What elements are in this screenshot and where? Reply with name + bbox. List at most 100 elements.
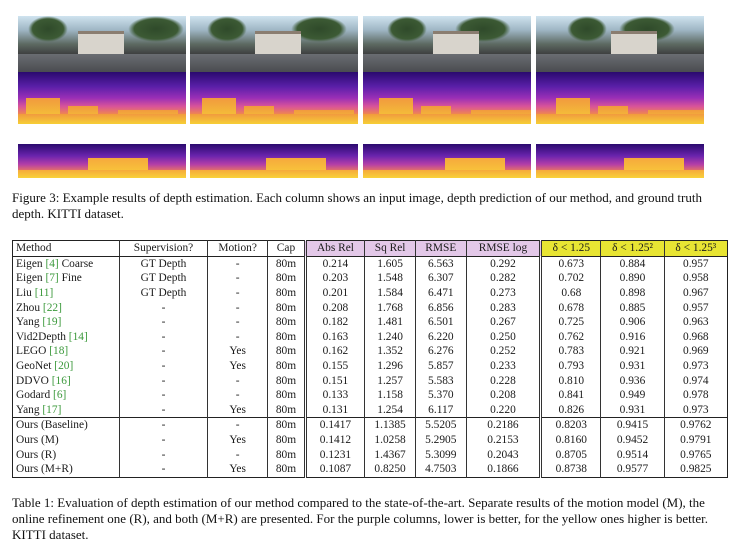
delta-2-cell: 0.9514: [600, 447, 665, 462]
ground-truth-depth: [18, 144, 186, 178]
method-name: Yang: [16, 403, 40, 416]
supervision-cell: -: [119, 358, 208, 374]
rmse-log-cell: 0.2186: [466, 417, 543, 433]
delta-3-cell: 0.9762: [664, 417, 728, 433]
delta-1-cell: 0.8705: [540, 447, 602, 462]
motion-cell: Yes: [207, 432, 269, 448]
abs-rel-cell: 0.1412: [305, 432, 366, 448]
method-cell: LEGO [18]: [12, 344, 120, 359]
rmse-cell: 5.5205: [415, 417, 467, 433]
method-cell: Ours (R): [12, 447, 120, 462]
method-name: DDVO: [16, 374, 49, 387]
delta-3-cell: 0.973: [683, 360, 709, 373]
delta-3-cell: 0.9791: [680, 434, 712, 447]
method-name: Yang: [16, 316, 40, 329]
rmse-cell: 6.307: [415, 271, 467, 286]
table-row: Zhou [22] - -80m 0.208 1.768 6.856 0.283 0.678 0…: [12, 300, 728, 315]
rmse-cell: 4.7503: [415, 461, 467, 477]
method-cell: Liu [11]: [12, 285, 120, 301]
abs-rel-cell: 0.151: [305, 373, 366, 388]
method-cell: DDVO [16]: [12, 373, 120, 388]
input-image: [536, 16, 704, 72]
rmse-cell: 6.276: [415, 344, 467, 359]
rmse-cell: 5.3099: [415, 447, 467, 462]
supervision-cell: -: [119, 432, 208, 448]
delta-2-cell: 0.931: [600, 402, 665, 418]
abs-rel-cell: 0.162: [305, 344, 366, 359]
rmse-cell: 5.2905: [415, 432, 467, 448]
cap-cell: 80m: [267, 271, 307, 286]
table-row: GeoNet [20] - Yes 80m 0.155 1.296 5.857 0.233 0.…: [12, 358, 728, 374]
method-cell: Eigen [7] Fine: [12, 271, 120, 286]
cap-cell: 80m: [267, 358, 307, 374]
header-cap: Cap: [267, 240, 307, 257]
table-row: Eigen [4] Coarse GT Depth -80m 0.214 1.605 6.…: [12, 256, 728, 272]
cap-cell: 80m: [267, 344, 307, 359]
table-row: LEGO [18] - Yes 80m 0.162 1.352 6.276 0.252 0.78…: [12, 344, 728, 359]
citation: [6]: [53, 389, 67, 402]
cap-cell: 80m: [267, 417, 307, 433]
method-name: Vid2Depth: [16, 330, 66, 343]
delta-1-cell: 0.8160: [540, 432, 602, 448]
method-variant: Coarse: [58, 257, 94, 270]
table-caption: Table 1: Evaluation of depth estimation …: [12, 495, 728, 543]
header-rmse-log: RMSE log: [466, 240, 543, 257]
method-cell: Yang [17]: [12, 402, 120, 418]
delta-1-cell: 0.810: [540, 373, 602, 388]
method-name: Ours (M): [16, 434, 59, 447]
delta-2-cell: 0.9577: [600, 461, 665, 477]
header-rmse: RMSE: [415, 240, 467, 257]
motion-cell: Yes: [207, 344, 269, 359]
method-cell: Yang [19]: [12, 314, 120, 330]
rmse-log-cell: 0.252: [466, 344, 543, 359]
delta-2-cell: 0.898: [600, 285, 665, 301]
table-row: Yang [19] - -80m 0.182 1.481 6.501 0.267 0.725 0…: [12, 314, 728, 330]
ground-truth-depth: [536, 144, 704, 178]
cap-cell: 80m: [267, 432, 307, 448]
header-sq-rel: Sq Rel: [364, 240, 416, 257]
delta-3-cell: 0.973: [683, 403, 709, 416]
motion-cell: -: [207, 417, 269, 433]
citation: [18]: [49, 345, 69, 358]
sq-rel-cell: 1.0258: [364, 432, 416, 448]
supervision-cell: -: [119, 447, 208, 462]
method-variant: Fine: [58, 272, 82, 285]
method-name: GeoNet: [16, 360, 52, 373]
ground-truth-depth: [363, 144, 531, 178]
rmse-log-cell: 0.292: [466, 256, 543, 272]
header-supervision: Supervision?: [119, 240, 208, 257]
input-image: [18, 16, 186, 72]
delta-1-cell: 0.68: [540, 285, 602, 301]
cap-cell: 80m: [267, 256, 307, 272]
supervision-cell: -: [119, 329, 208, 345]
cap-cell: 80m: [267, 329, 307, 345]
supervision-cell: -: [119, 402, 208, 418]
method-name: Ours (M+R): [16, 463, 73, 476]
delta-2-cell: 0.949: [600, 387, 665, 403]
abs-rel-cell: 0.1087: [305, 461, 366, 477]
supervision-cell: -: [119, 373, 208, 388]
citation: [7]: [45, 272, 59, 285]
header-method: Method: [12, 240, 120, 257]
table-row: Yang [17] - Yes 80m 0.131 1.254 6.117 0.220 0.82…: [12, 402, 728, 418]
rmse-log-cell: 0.2153: [466, 432, 543, 448]
rmse-log-cell: 0.208: [466, 387, 543, 403]
delta-2-cell: 0.884: [600, 256, 665, 272]
motion-cell: -: [207, 314, 269, 330]
sq-rel-cell: 1.548: [364, 271, 416, 286]
supervision-cell: -: [119, 387, 208, 403]
supervision-cell: GT Depth: [119, 285, 208, 301]
rmse-cell: 6.501: [415, 314, 467, 330]
rmse-log-cell: 0.267: [466, 314, 543, 330]
motion-cell: -: [207, 271, 269, 286]
method-name: Eigen: [16, 272, 43, 285]
table-caption-label: Table 1:: [12, 495, 55, 510]
cap-cell: 80m: [267, 461, 307, 477]
rmse-log-cell: 0.2043: [466, 447, 543, 462]
method-cell: Vid2Depth [14]: [12, 329, 120, 345]
header-abs-rel: Abs Rel: [305, 240, 366, 257]
method-name: Ours (Baseline): [16, 419, 88, 432]
rmse-cell: 6.220: [415, 329, 467, 345]
delta-1-cell: 0.8203: [540, 417, 602, 433]
motion-cell: Yes: [207, 461, 269, 477]
